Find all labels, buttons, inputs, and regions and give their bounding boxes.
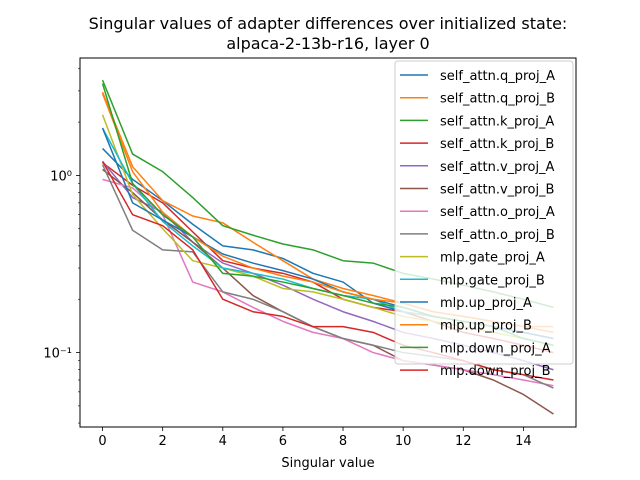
chart-subtitle: alpaca-2-13b-r16, layer 0 <box>226 34 429 53</box>
legend-label: mlp.down_proj_B <box>440 364 551 379</box>
plot-frame <box>79 57 577 428</box>
chart-title: Singular values of adapter differences o… <box>89 14 568 33</box>
x-tick-label: 14 <box>515 434 532 449</box>
x-tick-label: 10 <box>395 434 412 449</box>
x-tick-label: 8 <box>339 434 347 449</box>
x-tick-label: 2 <box>159 434 167 449</box>
y-tick-label: 10⁻¹ <box>43 347 72 362</box>
series-line-self-attn-o-proj-a <box>102 178 554 387</box>
series-line-mlp-down-proj-b <box>101 161 554 381</box>
legend-label: mlp.gate_proj_B <box>440 273 545 288</box>
legend-box <box>394 60 574 365</box>
legend-label: self_attn.v_proj_B <box>440 183 554 198</box>
legend-label: mlp.up_proj_B <box>440 319 532 334</box>
legend-label: self_attn.o_proj_B <box>440 228 555 243</box>
legend-label: self_attn.k_proj_B <box>440 137 554 152</box>
x-axis-label: Singular value <box>281 456 374 471</box>
legend-label: self_attn.k_proj_A <box>440 114 554 129</box>
x-axis: 0 2 4 6 8 10 12 14 <box>98 427 532 449</box>
x-tick-label: 6 <box>279 434 287 449</box>
y-axis: 10⁻¹ 10⁰ <box>43 68 80 424</box>
x-tick-label: 0 <box>98 434 106 449</box>
legend-label: self_attn.q_proj_B <box>440 92 555 107</box>
legend-label: mlp.up_proj_A <box>440 296 532 311</box>
legend-label: self_attn.q_proj_A <box>440 69 555 84</box>
legend-label: mlp.gate_proj_A <box>440 251 545 266</box>
x-tick-label: 4 <box>219 434 227 449</box>
legend: self_attn.q_proj_A self_attn.q_proj_Bself… <box>394 60 574 379</box>
legend-label: self_attn.v_proj_A <box>440 160 555 175</box>
legend-label: self_attn.o_proj_A <box>440 205 555 220</box>
legend-label: mlp.down_proj_A <box>440 341 551 356</box>
y-tick-label: 10⁰ <box>50 169 72 184</box>
x-tick-label: 12 <box>455 434 472 449</box>
